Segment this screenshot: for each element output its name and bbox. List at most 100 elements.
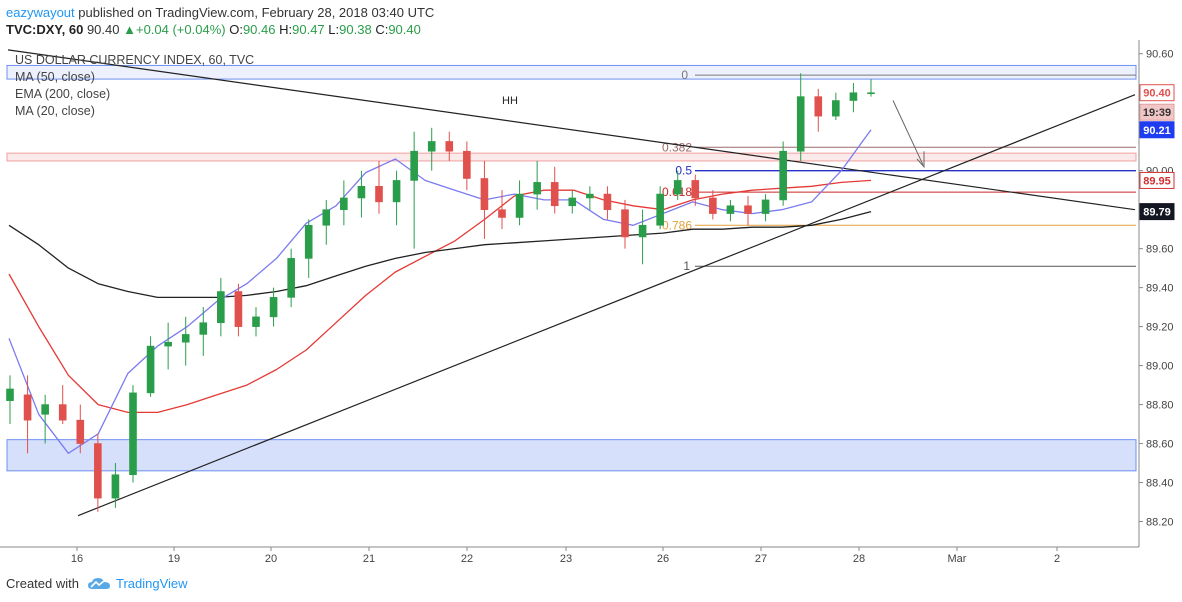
candle-body xyxy=(515,193,524,218)
time-tick-label: 26 xyxy=(657,553,669,565)
price-tick-label: 88.40 xyxy=(1146,478,1174,490)
price-tag-text: 90.40 xyxy=(1143,88,1171,100)
zone-0 xyxy=(6,439,1137,472)
candle-body xyxy=(234,291,243,327)
candle-body xyxy=(94,443,102,499)
fib-label-1: 1 xyxy=(683,259,690,273)
price-tick-label: 89.00 xyxy=(1146,361,1174,373)
low-value: 90.38 xyxy=(339,22,372,37)
candle-body xyxy=(23,394,32,421)
candle-body xyxy=(498,209,506,218)
candle-body xyxy=(761,199,770,214)
candle-body xyxy=(814,96,823,117)
high-value: 90.47 xyxy=(292,22,325,37)
candle-body xyxy=(217,291,225,324)
time-tick-label: 28 xyxy=(853,553,865,565)
projection-arrowhead xyxy=(916,151,925,169)
close-value: 90.40 xyxy=(388,22,421,37)
candle-body xyxy=(76,419,85,444)
candle-body xyxy=(691,180,700,199)
candle-body xyxy=(603,193,612,210)
publish-line: eazywayout published on TradingView.com,… xyxy=(6,4,434,21)
candle-body xyxy=(269,297,278,318)
candle-body xyxy=(849,92,858,101)
chart-header: eazywayout published on TradingView.com,… xyxy=(6,4,434,38)
footer: Created with TradingView xyxy=(6,576,188,591)
candle-body xyxy=(709,197,717,214)
author-link[interactable]: eazywayout xyxy=(6,5,75,20)
candle-body xyxy=(410,150,418,181)
fib-label-0.382: 0.382 xyxy=(662,140,692,154)
candle-body xyxy=(638,224,647,238)
fib-label-0.786: 0.786 xyxy=(662,218,692,232)
candle-body xyxy=(129,392,137,476)
tradingview-label: TradingView xyxy=(115,576,188,591)
candle-body xyxy=(463,150,471,179)
candle-body xyxy=(673,180,682,195)
price-tick-label: 88.20 xyxy=(1146,517,1174,529)
time-tick-label: 21 xyxy=(363,553,375,565)
candle-body xyxy=(164,341,172,347)
projection-arrow-line xyxy=(892,100,924,166)
tradingview-cloud-icon xyxy=(87,577,110,589)
price-tick-label: 89.60 xyxy=(1146,244,1174,256)
time-tick-label: 16 xyxy=(71,553,83,565)
price-tag-box xyxy=(1139,121,1175,139)
legend-ma50: MA (50, close) xyxy=(15,70,95,84)
open-value: 90.46 xyxy=(242,22,276,37)
candle-body xyxy=(340,197,348,210)
time-tick-label: Mar xyxy=(948,553,967,565)
candle-body xyxy=(181,334,190,343)
time-tick-label: 2 xyxy=(1054,553,1060,565)
candle-body xyxy=(287,258,295,298)
candle-body xyxy=(111,474,120,499)
legend-ma20: MA (20, close) xyxy=(15,104,95,118)
legend-title: US DOLLAR CURRENCY INDEX, 60, TVC xyxy=(15,53,254,67)
time-tick-label: 27 xyxy=(755,553,767,565)
zone-2 xyxy=(6,64,1137,80)
created-with-text: Created with xyxy=(6,576,79,591)
high-label: H: xyxy=(279,22,293,37)
time-tick-label: 19 xyxy=(168,553,180,565)
candle-body xyxy=(533,182,541,195)
last-price: 90.40 xyxy=(86,22,120,37)
candle-body xyxy=(146,345,155,394)
price-tag-box xyxy=(1139,171,1175,189)
close-label: C: xyxy=(375,22,389,37)
candle-body xyxy=(375,185,383,203)
series-line-2 xyxy=(8,129,872,454)
price-tag-text: 90.21 xyxy=(1143,125,1171,137)
candle-body xyxy=(568,197,577,207)
ohlc-line: TVC:DXY, 60 90.40 ▲+0.04 (+0.04%) O:90.4… xyxy=(6,21,434,38)
candle-body xyxy=(58,404,67,421)
candle-body xyxy=(796,96,805,152)
open-label: O: xyxy=(229,22,243,37)
series-line-0 xyxy=(8,179,872,414)
hh-annotation: HH xyxy=(502,95,518,107)
price-tag-box xyxy=(1139,84,1175,102)
legend-ema200: EMA (200, close) xyxy=(15,87,110,101)
publish-info: published on TradingView.com, February 2… xyxy=(78,5,435,20)
candle-body xyxy=(357,185,366,199)
trendline-0 xyxy=(7,49,1136,211)
candle-body xyxy=(41,404,49,415)
candle-body xyxy=(832,100,840,117)
trendline-1 xyxy=(77,94,1136,517)
candle-body xyxy=(744,205,752,214)
price-tag-box xyxy=(1139,103,1175,121)
price-tag-box xyxy=(1139,203,1175,221)
tradingview-brand[interactable]: TradingView xyxy=(87,576,188,591)
price-tag-text: 19:39 xyxy=(1143,107,1171,119)
candle-body xyxy=(779,150,787,201)
price-tag-text: 89.95 xyxy=(1143,175,1171,187)
time-tick-label: 22 xyxy=(461,553,473,565)
candle-body xyxy=(726,205,735,214)
price-tick-label: 88.60 xyxy=(1146,439,1174,451)
low-label: L: xyxy=(328,22,340,37)
price-tick-label: 90.60 xyxy=(1146,49,1174,61)
price-tick-label: 89.20 xyxy=(1146,322,1174,334)
candle-body xyxy=(867,92,875,95)
candle-body xyxy=(322,209,331,226)
